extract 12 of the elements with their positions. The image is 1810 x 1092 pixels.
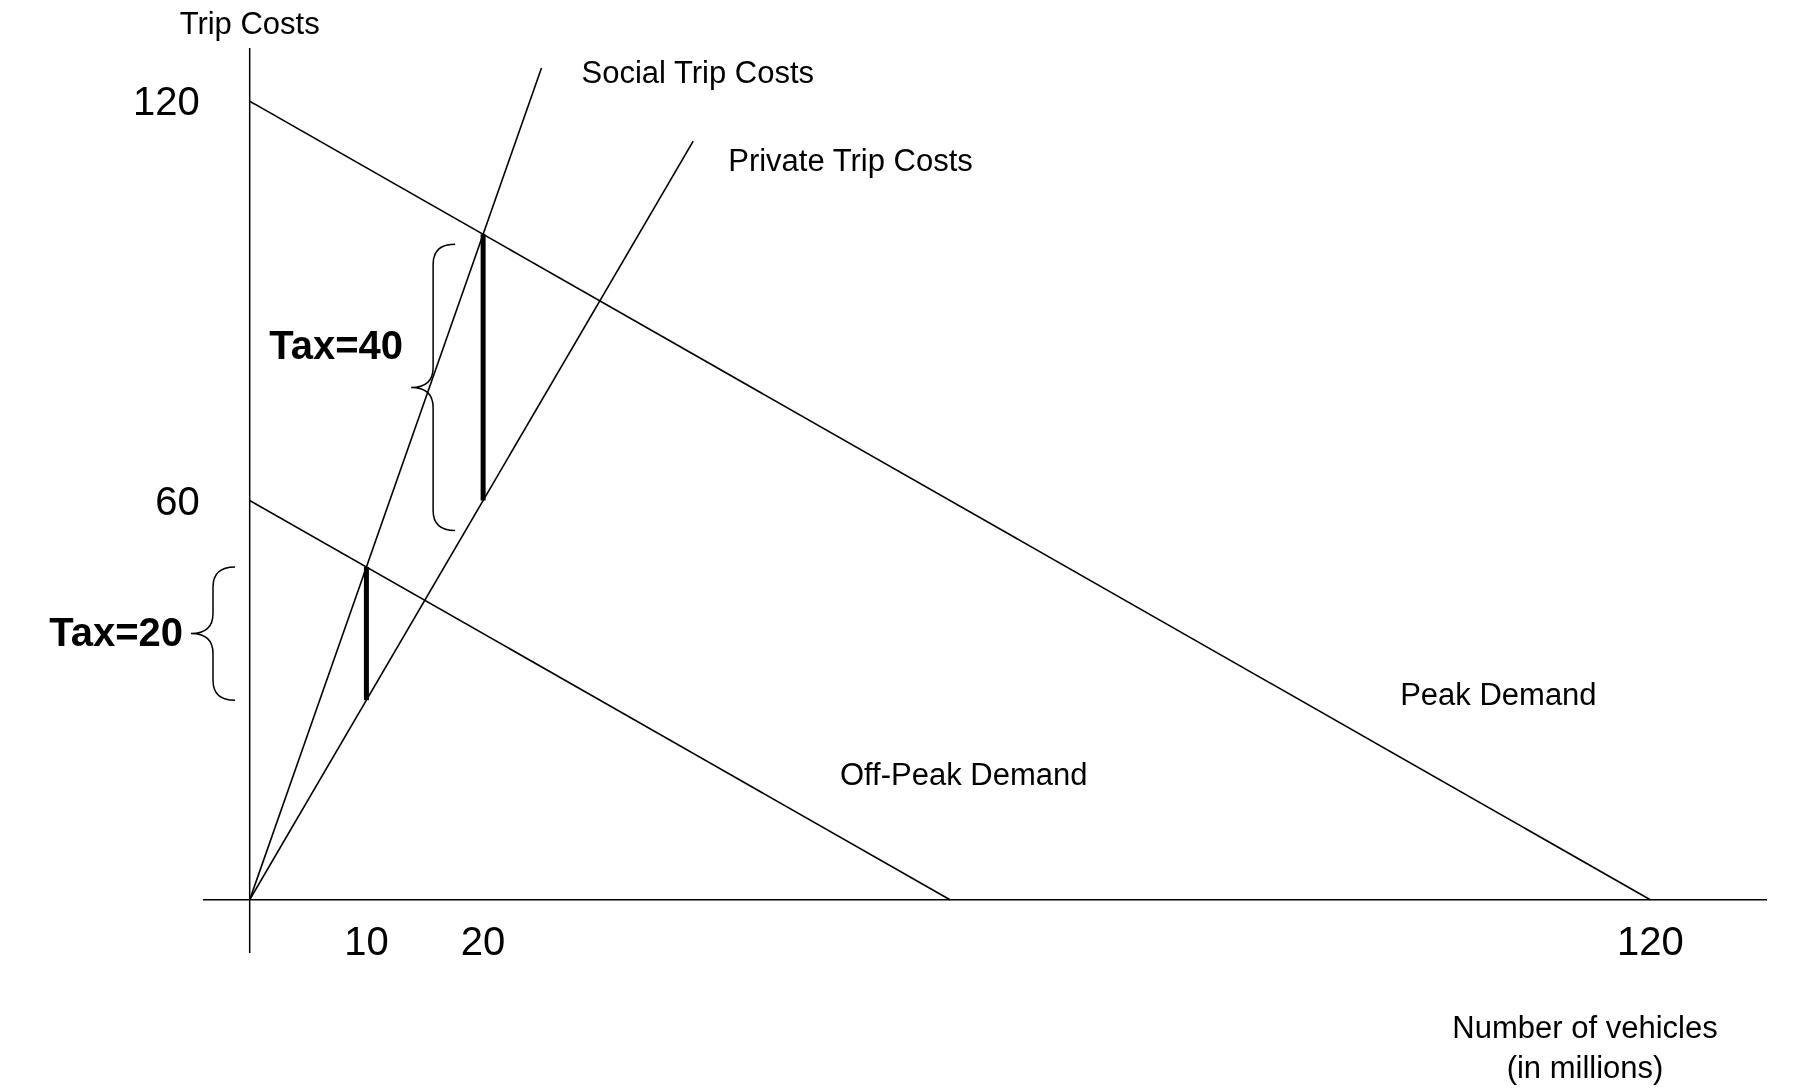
x-tick-label: 120: [1616, 918, 1684, 963]
x-tick-label: 20: [460, 918, 506, 963]
x-tick-label: 10: [344, 918, 389, 963]
annotation: Tax=40: [269, 323, 404, 368]
y-axis-title: Trip Costs: [179, 6, 320, 41]
y-tick-label: 60: [155, 478, 200, 523]
x-axis-title: Number of vehicles (in millions): [1452, 1010, 1718, 1085]
series-label: Off-Peak Demand: [839, 756, 1088, 792]
series-label: Social Trip Costs: [581, 54, 815, 90]
series-label: Peak Demand: [1400, 677, 1597, 713]
series-label: Private Trip Costs: [728, 143, 973, 179]
text: Tax=20: [49, 609, 183, 654]
